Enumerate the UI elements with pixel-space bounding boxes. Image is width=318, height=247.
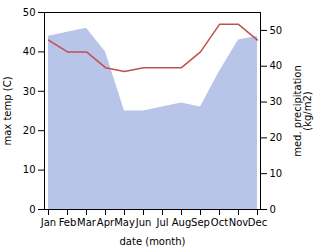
- svg-text:date (month): date (month): [120, 236, 186, 247]
- svg-text:0: 0: [270, 204, 276, 215]
- svg-text:10: 10: [23, 164, 36, 175]
- svg-text:0: 0: [29, 204, 35, 215]
- svg-text:40: 40: [270, 60, 283, 71]
- svg-text:Jul: Jul: [155, 217, 168, 228]
- svg-text:Nov: Nov: [229, 217, 249, 228]
- svg-text:30: 30: [270, 96, 283, 107]
- svg-text:50: 50: [23, 7, 36, 18]
- svg-text:50: 50: [270, 25, 283, 36]
- svg-text:Jun: Jun: [135, 217, 152, 228]
- svg-text:May: May: [114, 217, 135, 228]
- svg-text:Jan: Jan: [40, 217, 56, 228]
- svg-text:20: 20: [270, 132, 283, 143]
- svg-text:Feb: Feb: [59, 217, 77, 228]
- svg-text:40: 40: [23, 46, 36, 57]
- svg-text:max temp (C): max temp (C): [2, 76, 13, 145]
- svg-text:30: 30: [23, 86, 36, 97]
- svg-text:Mar: Mar: [77, 217, 97, 228]
- svg-text:med. precipitation(kg/m2): med. precipitation(kg/m2): [292, 65, 313, 157]
- svg-text:Dec: Dec: [248, 217, 267, 228]
- svg-text:20: 20: [23, 125, 36, 136]
- svg-text:Aug: Aug: [172, 217, 192, 228]
- svg-text:Apr: Apr: [97, 217, 115, 228]
- svg-text:Sep: Sep: [191, 217, 210, 228]
- svg-text:10: 10: [270, 168, 283, 179]
- svg-text:Oct: Oct: [211, 217, 228, 228]
